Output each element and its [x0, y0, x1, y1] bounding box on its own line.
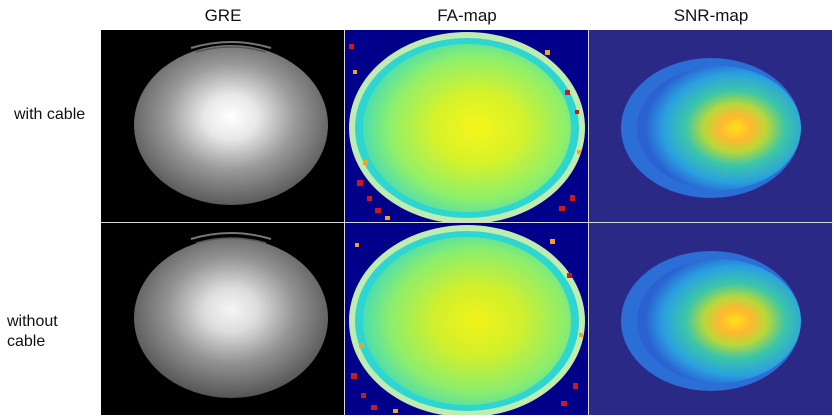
- panel-divider-vertical-1: [344, 30, 345, 416]
- gre-image-with-cable: [101, 30, 344, 222]
- panel-divider-horizontal: [101, 222, 833, 223]
- column-header-fa-map: FA-map: [437, 6, 497, 25]
- fa-map-with-cable: [345, 30, 588, 222]
- gre-image-without-cable: [101, 223, 344, 415]
- snr-map-with-cable: [589, 30, 832, 222]
- fa-map-without-cable: [345, 223, 588, 415]
- snr-map-without-cable: [589, 223, 832, 415]
- panel-divider-vertical-2: [588, 30, 589, 416]
- row-label-without-cable: without cable: [7, 312, 58, 352]
- column-header-gre: GRE: [204, 6, 242, 25]
- column-header-snr-map: SNR-map: [673, 6, 749, 25]
- row-label-without-line2: cable: [7, 333, 46, 350]
- row-label-without-line1: without: [7, 313, 58, 330]
- row-label-with-cable: with cable: [14, 106, 86, 123]
